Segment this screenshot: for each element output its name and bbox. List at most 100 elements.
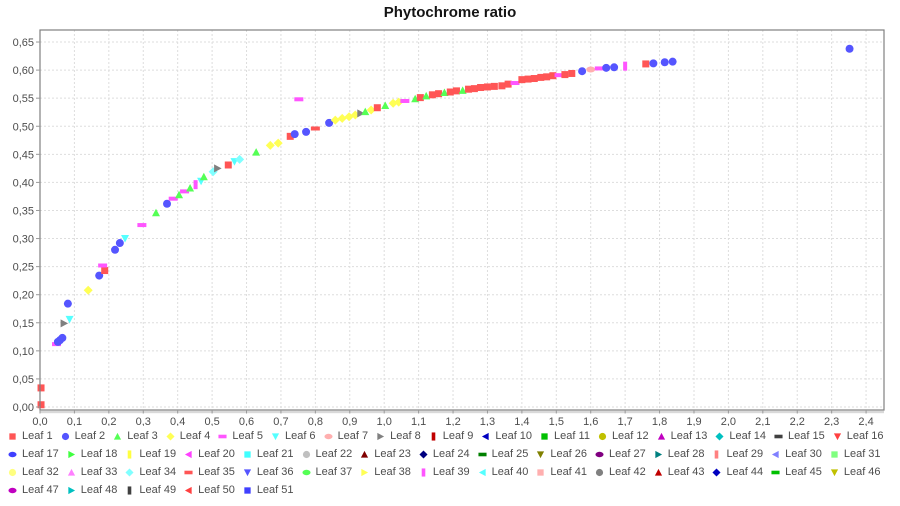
data-point — [578, 67, 587, 76]
legend-item-label: Leaf 47 — [22, 484, 59, 496]
data-point — [193, 180, 198, 190]
data-point — [65, 315, 74, 324]
legend-marker-icon — [67, 468, 75, 476]
data-point — [115, 239, 124, 248]
legend-item: Leaf 1 — [7, 429, 53, 444]
data-point — [586, 66, 596, 73]
legend-item: Leaf 36 — [242, 465, 294, 480]
data-point — [477, 84, 485, 92]
legend-marker-icon — [657, 432, 665, 440]
legend-item: Leaf 48 — [66, 483, 118, 498]
data-point — [344, 112, 354, 122]
x-tick-label: 1,6 — [583, 416, 598, 426]
data-point — [649, 59, 658, 68]
legend-marker-icon — [8, 468, 17, 477]
x-tick-label: 0,8 — [308, 416, 323, 426]
data-point — [63, 299, 72, 308]
legend-item-label: Leaf 42 — [609, 466, 646, 478]
legend-marker-icon — [421, 468, 426, 477]
x-tick-label: 1,1 — [411, 416, 426, 426]
data-point — [58, 333, 67, 342]
legend-marker-icon — [184, 470, 193, 475]
legend-item-label: Leaf 29 — [726, 448, 764, 460]
legend-item-label: Leaf 25 — [491, 448, 529, 460]
data-point — [554, 73, 564, 78]
legend-item: Leaf 42 — [594, 465, 646, 480]
data-point — [310, 126, 320, 131]
y-tick-label: 0,10 — [13, 346, 34, 358]
legend-item: Leaf 14 — [714, 429, 766, 444]
legend-item: Leaf 2 — [60, 429, 105, 444]
legend-marker-shape — [128, 486, 132, 495]
legend-item-label: Leaf 43 — [667, 466, 705, 478]
legend-item: Leaf 8 — [375, 429, 421, 444]
legend-marker-icon — [324, 433, 333, 440]
legend-marker-shape — [61, 432, 69, 441]
data-point — [95, 271, 104, 280]
legend-item: Leaf 16 — [832, 429, 883, 444]
y-tick-label: 0,05 — [13, 374, 34, 386]
legend-marker-icon — [361, 468, 369, 477]
legend-item-label: Leaf 6 — [284, 430, 316, 442]
legend-marker-icon — [537, 451, 545, 459]
legend-item: Leaf 27 — [594, 447, 646, 462]
legend-marker-shape — [482, 432, 489, 441]
legend-marker-shape — [244, 451, 251, 458]
legend-marker-icon — [185, 450, 192, 459]
data-point — [381, 101, 390, 109]
data-point — [180, 189, 190, 194]
data-point — [400, 98, 410, 103]
legend-marker-icon — [301, 469, 311, 476]
legend-item: Leaf 29 — [711, 447, 763, 462]
legend-item-label: Leaf 18 — [80, 448, 118, 460]
legend-marker-icon — [478, 468, 486, 477]
legend-marker-icon — [482, 432, 489, 441]
data-point — [422, 91, 431, 100]
legend-item-label: Leaf 13 — [670, 430, 708, 442]
data-point — [357, 109, 365, 118]
legend-marker-shape — [712, 468, 721, 477]
x-tick-label: 1,4 — [514, 416, 529, 426]
data-point — [594, 66, 604, 71]
data-point — [290, 130, 299, 139]
y-tick-label: 0,30 — [13, 234, 34, 246]
legend-item: Leaf 13 — [656, 429, 708, 444]
legend-item-label: Leaf 37 — [315, 466, 353, 478]
data-point — [199, 172, 208, 181]
legend-marker-shape — [68, 450, 75, 459]
legend-marker-shape — [8, 487, 17, 494]
legend-item: Leaf 30 — [770, 447, 822, 462]
legend-item: Leaf 26 — [535, 447, 587, 462]
legend-item-label: Leaf 23 — [374, 448, 411, 460]
legend-marker-shape — [324, 433, 333, 440]
legend-item: Leaf 44 — [711, 465, 763, 480]
legend-marker-icon — [218, 434, 227, 439]
x-tick-label: 0,1 — [67, 416, 82, 426]
data-point — [373, 104, 381, 112]
legend-item: Leaf 45 — [770, 465, 822, 480]
legend-item-label: Leaf 7 — [337, 430, 369, 442]
legend-marker-icon — [654, 468, 662, 476]
data-point — [224, 161, 232, 169]
legend-marker-shape — [184, 470, 193, 475]
legend-marker-shape — [128, 450, 132, 459]
legend-item-label: Leaf 5 — [232, 430, 263, 442]
legend-marker-shape — [595, 468, 604, 477]
x-tick-label: 0,9 — [342, 416, 357, 426]
data-point — [37, 384, 45, 392]
legend-item-label: Leaf 35 — [198, 466, 235, 478]
legend-marker-icon — [302, 450, 310, 459]
legend-item-label: Leaf 11 — [554, 430, 590, 442]
data-point — [510, 81, 520, 86]
x-tick-label: 1,5 — [549, 416, 564, 426]
legend-item-label: Leaf 38 — [374, 466, 411, 478]
legend-item: Leaf 22 — [301, 447, 352, 462]
x-tick-label: 0,7 — [273, 416, 288, 426]
legend-item: Leaf 50 — [183, 483, 235, 498]
data-point — [286, 132, 294, 140]
x-tick-label: 1,3 — [480, 416, 495, 426]
data-point — [175, 190, 184, 199]
data-point — [845, 44, 854, 53]
legend-item-label: Leaf 48 — [80, 484, 118, 496]
legend-item-label: Leaf 46 — [843, 466, 881, 478]
